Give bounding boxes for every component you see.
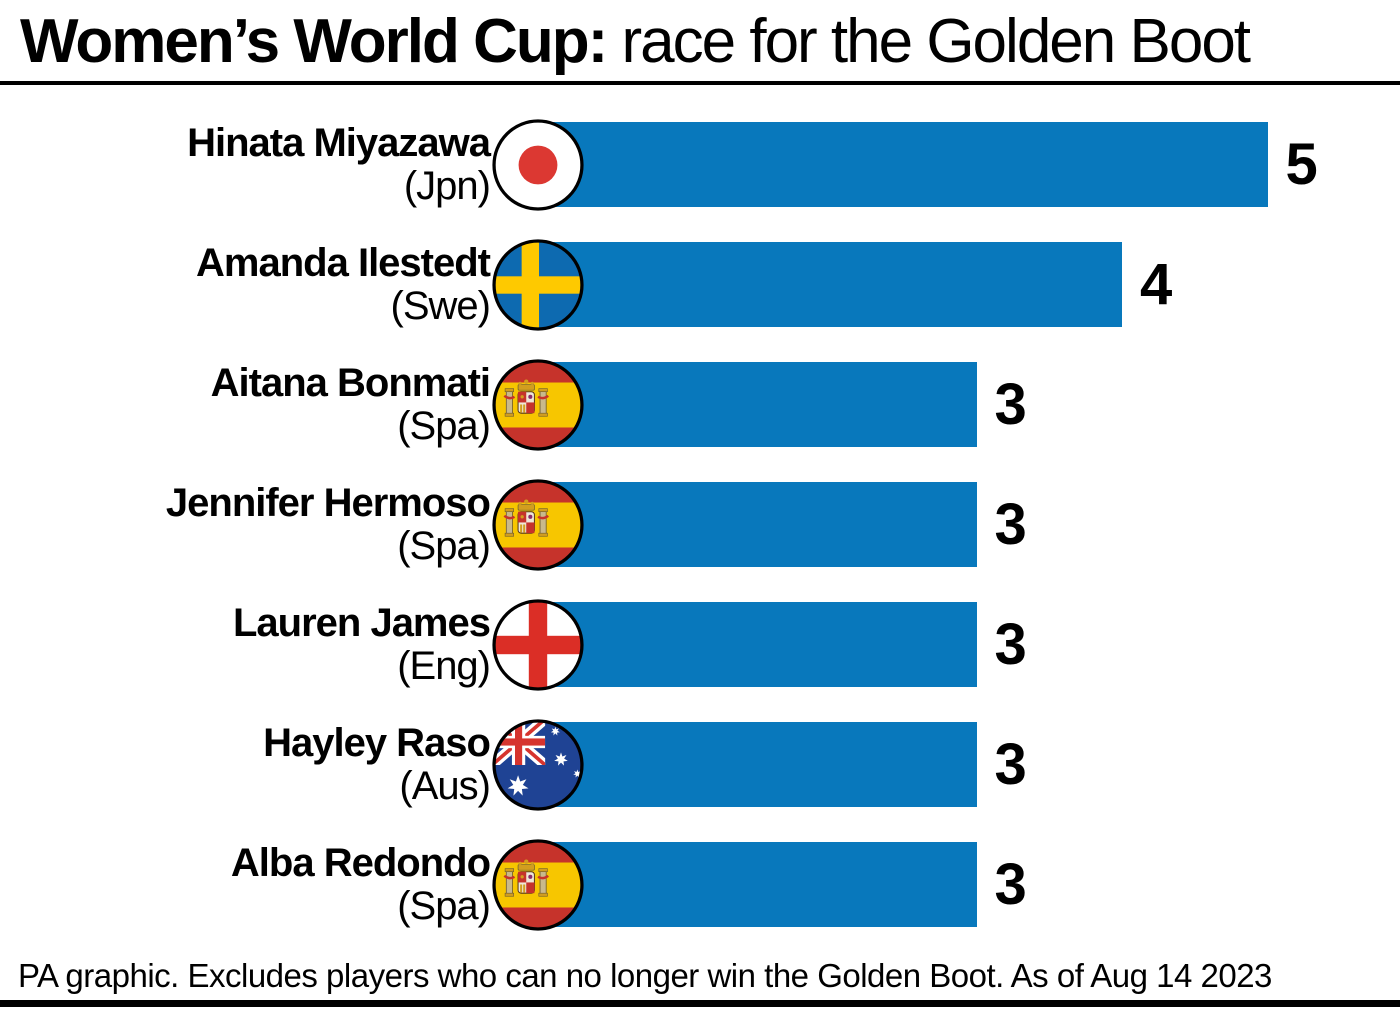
- bar-wrap: 3: [540, 842, 1027, 927]
- goal-value: 4: [1140, 252, 1173, 317]
- player-label: Aitana Bonmati (Spa): [0, 360, 491, 448]
- goal-value: 3: [994, 372, 1027, 437]
- player-country: (Jpn): [403, 163, 491, 208]
- spain-flag-icon: [492, 839, 584, 931]
- goal-bar: [540, 722, 977, 807]
- page-title: Women’s World Cup: race for the Golden B…: [20, 6, 1252, 77]
- player-label: Lauren James (Eng): [0, 600, 491, 688]
- chart-row: Amanda Ilestedt (Swe) 4: [0, 239, 1400, 331]
- footer-note: PA graphic. Excludes players who can no …: [18, 957, 1272, 994]
- player-name: Alba Redondo: [230, 840, 491, 885]
- bottom-rule: [0, 1000, 1400, 1007]
- chart-row: Aitana Bonmati (Spa) 3: [0, 359, 1400, 451]
- player-country: (Swe): [390, 283, 491, 328]
- goal-bar: [540, 362, 977, 447]
- player-label: Alba Redondo (Spa): [0, 840, 491, 928]
- australia-flag-icon: [492, 719, 584, 811]
- player-label: Hinata Miyazawa (Jpn): [0, 120, 491, 208]
- chart-row: Lauren James (Eng) 3: [0, 599, 1400, 691]
- chart-row: Hinata Miyazawa (Jpn) 5: [0, 119, 1400, 211]
- player-label: Hayley Raso (Aus): [0, 720, 491, 808]
- goal-value: 3: [994, 852, 1027, 917]
- goal-bar: [540, 242, 1122, 327]
- goal-bar: [540, 842, 977, 927]
- japan-flag-icon: [492, 119, 584, 211]
- spain-flag-icon: [492, 359, 584, 451]
- player-country: (Aus): [399, 763, 491, 808]
- chart-row: Alba Redondo (Spa) 3: [0, 839, 1400, 931]
- spain-flag-icon: [492, 479, 584, 571]
- goal-bar: [540, 602, 977, 687]
- bar-wrap: 3: [540, 722, 1027, 807]
- bar-wrap: 3: [540, 602, 1027, 687]
- player-name: Amanda Ilestedt: [196, 240, 491, 285]
- sweden-flag-icon: [492, 239, 584, 331]
- england-flag-icon: [492, 599, 584, 691]
- bar-wrap: 4: [540, 242, 1172, 327]
- chart-row: Hayley Raso (Aus) 3: [0, 719, 1400, 811]
- goal-value: 3: [994, 612, 1027, 677]
- player-name: Lauren James: [232, 600, 491, 645]
- player-name: Aitana Bonmati: [210, 360, 491, 405]
- bar-wrap: 3: [540, 362, 1027, 447]
- player-label: Amanda Ilestedt (Swe): [0, 240, 491, 328]
- bar-wrap: 3: [540, 482, 1027, 567]
- player-country: (Spa): [397, 883, 491, 928]
- goal-bar: [540, 482, 977, 567]
- player-label: Jennifer Hermoso (Spa): [0, 480, 491, 568]
- goal-value: 3: [994, 492, 1027, 557]
- player-country: (Spa): [397, 403, 491, 448]
- chart-row: Jennifer Hermoso (Spa) 3: [0, 479, 1400, 571]
- player-name: Jennifer Hermoso: [165, 480, 491, 525]
- goal-value: 5: [1285, 132, 1318, 197]
- player-name: Hayley Raso: [263, 720, 491, 765]
- player-country: (Spa): [397, 523, 491, 568]
- goal-value: 3: [994, 732, 1027, 797]
- title-divider: [0, 81, 1400, 85]
- page-title-regular: race for the Golden Boot: [606, 7, 1252, 76]
- page-title-bold: Women’s World Cup:: [20, 7, 608, 76]
- player-name: Hinata Miyazawa: [187, 120, 491, 165]
- player-country: (Eng): [397, 643, 491, 688]
- bar-wrap: 5: [540, 122, 1318, 207]
- goal-bar: [540, 122, 1268, 207]
